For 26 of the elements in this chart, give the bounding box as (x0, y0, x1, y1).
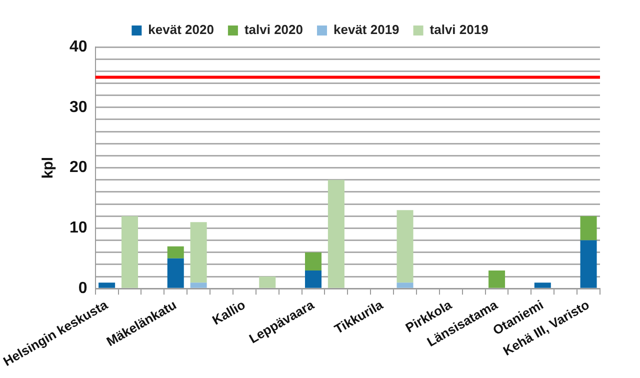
bar (167, 246, 184, 258)
y-tick-label: 20 (70, 159, 88, 176)
bar (305, 252, 322, 270)
legend-label: talvi 2019 (430, 22, 488, 38)
bar (190, 282, 207, 288)
bar (259, 276, 276, 288)
y-tick-label: 30 (70, 98, 88, 116)
legend-label: talvi 2020 (244, 22, 303, 38)
bar (121, 216, 138, 288)
bar (488, 270, 506, 288)
bar (190, 222, 207, 283)
bar (98, 282, 116, 288)
y-tick-label: 10 (70, 220, 88, 237)
bar (580, 240, 597, 288)
bar (396, 282, 414, 288)
legend-label: kevät 2019 (334, 22, 400, 38)
legend-label: kevät 2020 (148, 22, 214, 38)
bar (328, 180, 344, 288)
bar (580, 216, 597, 240)
bar (534, 282, 551, 288)
bar (305, 270, 322, 288)
y-tick-label: 0 (78, 280, 88, 298)
y-axis-title: kpl (40, 156, 57, 179)
y-tick-label: 40 (70, 38, 88, 56)
bar (396, 210, 414, 283)
bar (167, 258, 184, 288)
